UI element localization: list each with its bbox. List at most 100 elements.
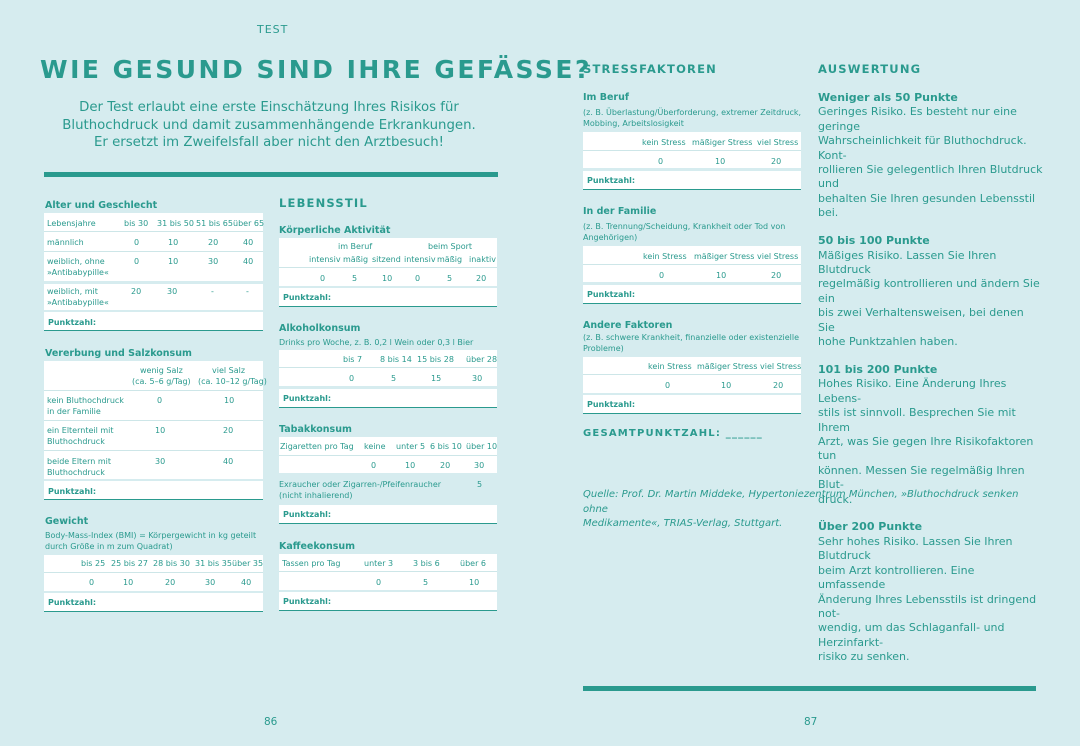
punktzahl-label: Punktzahl:	[283, 510, 332, 519]
alter-row-box	[44, 284, 263, 310]
intro-text: Der Test erlaubt eine erste Einschätzung…	[62, 100, 476, 150]
alter-cell: -	[246, 287, 249, 296]
stress-cell: 10	[721, 381, 732, 390]
alter-table	[44, 213, 263, 281]
gewicht-cell: 10	[123, 578, 134, 587]
alkohol-title: Alkoholkonsum	[279, 323, 361, 334]
gewicht-col: 28 bis 30	[153, 559, 190, 568]
tabak-label: Zigaretten pro Tag	[280, 442, 354, 451]
alter-row-label: weiblich, ohne	[47, 257, 105, 266]
stress-title: STRESSFAKTOREN	[583, 62, 717, 76]
stress-beruf-punktzahl-field[interactable]	[583, 171, 801, 189]
page-title: WIE GESUND SIND IHRE GEFÄSSE?	[40, 55, 593, 84]
alter-col: 31 bis 50	[157, 219, 194, 228]
gewicht-col: bis 25	[81, 559, 106, 568]
koerper-cell: 5	[447, 274, 453, 283]
kaffee-cell: 5	[423, 578, 429, 587]
kaffee-cell: 0	[376, 578, 382, 587]
vererbung-row-label: Bluthochdruck	[47, 468, 105, 477]
alkohol-cell: 5	[391, 374, 397, 383]
tabak-col: keine	[364, 442, 386, 451]
vererbung-cell: 10	[224, 396, 235, 405]
gesamtpunktzahl-field[interactable]: GESAMTPUNKTZAHL: ______	[583, 428, 763, 439]
koerper-cell: 20	[476, 274, 487, 283]
stress-col: mäßiger Stress	[692, 138, 753, 147]
page-number-right: 87	[804, 716, 818, 728]
kaffee-col: über 6	[460, 559, 486, 568]
quelle-text: Quelle: Prof. Dr. Martin Middeke, Hypert…	[583, 489, 1019, 529]
alkohol-col: über 28	[466, 355, 498, 364]
alter-cell: 20	[131, 287, 142, 296]
alter-cell: 30	[167, 287, 178, 296]
stress-col: viel Stress	[760, 362, 802, 371]
alter-col: über 65	[233, 219, 265, 228]
tabak-title: Tabakkonsum	[279, 424, 352, 435]
vererbung-row-label: Bluthochdruck	[47, 437, 105, 446]
vererbung-row-label: ein Elternteil mit	[47, 426, 114, 435]
stress-beruf-desc: (z. B. Überlastung/Überforderung, extrem…	[583, 108, 802, 128]
alkohol-col: 8 bis 14	[380, 355, 412, 364]
punktzahl-label: Punktzahl:	[283, 597, 332, 606]
tabak-ex-cell: 5	[477, 480, 483, 489]
stress-beruf-title: Im Beruf	[583, 92, 630, 103]
stress-andere-table	[583, 357, 801, 393]
koerper-col: sitzend	[372, 255, 401, 264]
kaffee-punktzahl-field[interactable]	[279, 592, 497, 610]
alter-punktzahl-field[interactable]	[44, 312, 263, 330]
alter-col-label: Lebensjahre	[47, 219, 96, 228]
tabak-cell: 0	[371, 461, 377, 470]
alter-col: bis 30	[124, 219, 149, 228]
punktzahl-label: Punktzahl:	[587, 176, 636, 185]
punktzahl-label: Punktzahl:	[48, 598, 97, 607]
vererbung-col: viel Salz	[212, 366, 246, 375]
koerper-cell: 10	[382, 274, 393, 283]
vererbung-punktzahl-field[interactable]	[44, 481, 263, 499]
alkohol-col: bis 7	[343, 355, 363, 364]
koerper-punktzahl-field[interactable]	[279, 288, 497, 306]
stress-cell: 20	[771, 271, 782, 280]
koerper-group: beim Sport	[428, 242, 473, 251]
stress-cell: 20	[771, 157, 782, 166]
koerper-cell: 0	[415, 274, 421, 283]
punktzahl-label: Punktzahl:	[48, 318, 97, 327]
alter-cell: -	[211, 287, 214, 296]
koerper-col: inaktiv	[469, 255, 496, 264]
vererbung-col: wenig Salz	[140, 366, 183, 375]
koerper-col: intensiv	[404, 255, 436, 264]
gewicht-cell: 20	[165, 578, 176, 587]
section-label: TEST	[257, 23, 289, 36]
gewicht-punktzahl-field[interactable]	[44, 593, 263, 611]
stress-cell: 0	[659, 271, 665, 280]
kaffee-col: 3 bis 6	[413, 559, 440, 568]
stress-col: kein Stress	[643, 252, 687, 261]
stress-familie-punktzahl-field[interactable]	[583, 285, 801, 303]
alter-row-label: männlich	[47, 238, 84, 247]
vererbung-cell: 40	[223, 457, 234, 466]
divider-bar-bottom	[583, 686, 1036, 691]
alter-cell: 40	[243, 238, 254, 247]
divider-bar	[44, 172, 498, 177]
alkohol-cell: 15	[431, 374, 442, 383]
alkohol-cell: 0	[349, 374, 355, 383]
gewicht-col: 25 bis 27	[111, 559, 148, 568]
stress-col: viel Stress	[757, 138, 799, 147]
vererbung-cell: 30	[155, 457, 166, 466]
alter-row-label: weiblich, mit	[47, 287, 98, 296]
punktzahl-label: Punktzahl:	[587, 290, 636, 299]
alter-cell: 0	[134, 257, 140, 266]
tabak-punktzahl-field[interactable]	[279, 505, 497, 523]
alkohol-table	[279, 350, 497, 386]
gewicht-cell: 30	[205, 578, 216, 587]
stress-familie-desc: (z. B. Trennung/Scheidung, Krankheit ode…	[583, 222, 786, 242]
tabak-cell: 20	[440, 461, 451, 470]
lebensstil-title: LEBENSSTIL	[279, 196, 368, 210]
kaffee-table	[279, 554, 497, 590]
alkohol-punktzahl-field[interactable]	[279, 389, 497, 407]
alter-row-label: »Antibabypille«	[47, 268, 109, 277]
gewicht-cell: 40	[241, 578, 252, 587]
gewicht-col: 31 bis 35	[195, 559, 232, 568]
koerper-table	[279, 238, 497, 286]
kaffee-label: Tassen pro Tag	[282, 559, 341, 568]
tabak-ex-label: Exraucher oder Zigarren-/Pfeifenraucher	[279, 480, 442, 489]
stress-andere-punktzahl-field[interactable]	[583, 395, 801, 413]
